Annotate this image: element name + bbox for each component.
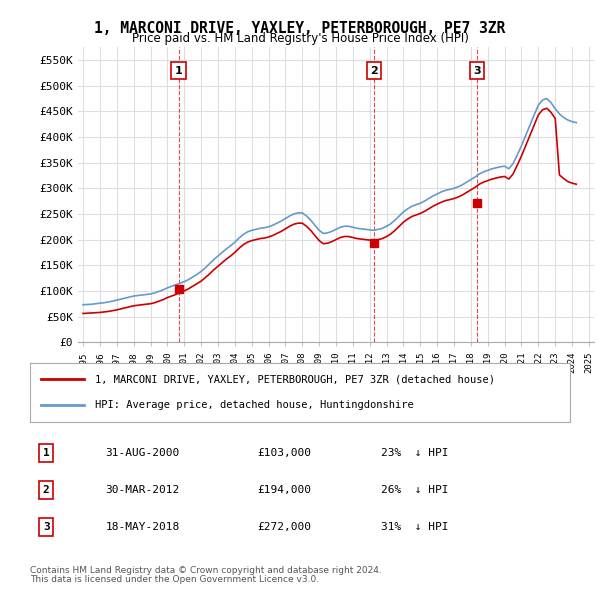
Text: 1: 1 — [175, 66, 182, 76]
Text: 23%  ↓ HPI: 23% ↓ HPI — [381, 448, 449, 458]
Text: 1, MARCONI DRIVE, YAXLEY, PETERBOROUGH, PE7 3ZR (detached house): 1, MARCONI DRIVE, YAXLEY, PETERBOROUGH, … — [95, 375, 495, 384]
Text: 30-MAR-2012: 30-MAR-2012 — [106, 485, 180, 495]
Text: 3: 3 — [43, 522, 50, 532]
Text: 3: 3 — [473, 66, 481, 76]
Text: 1: 1 — [43, 448, 50, 458]
Text: 2: 2 — [43, 485, 50, 495]
Text: HPI: Average price, detached house, Huntingdonshire: HPI: Average price, detached house, Hunt… — [95, 401, 413, 410]
Text: Contains HM Land Registry data © Crown copyright and database right 2024.: Contains HM Land Registry data © Crown c… — [30, 566, 382, 575]
Text: £103,000: £103,000 — [257, 448, 311, 458]
Text: 18-MAY-2018: 18-MAY-2018 — [106, 522, 180, 532]
Text: 1, MARCONI DRIVE, YAXLEY, PETERBOROUGH, PE7 3ZR: 1, MARCONI DRIVE, YAXLEY, PETERBOROUGH, … — [94, 21, 506, 35]
Text: Price paid vs. HM Land Registry's House Price Index (HPI): Price paid vs. HM Land Registry's House … — [131, 32, 469, 45]
Text: 26%  ↓ HPI: 26% ↓ HPI — [381, 485, 449, 495]
Text: 2: 2 — [370, 66, 378, 76]
Text: 31%  ↓ HPI: 31% ↓ HPI — [381, 522, 449, 532]
Text: £194,000: £194,000 — [257, 485, 311, 495]
Text: This data is licensed under the Open Government Licence v3.0.: This data is licensed under the Open Gov… — [30, 575, 319, 584]
Text: 31-AUG-2000: 31-AUG-2000 — [106, 448, 180, 458]
Text: £272,000: £272,000 — [257, 522, 311, 532]
